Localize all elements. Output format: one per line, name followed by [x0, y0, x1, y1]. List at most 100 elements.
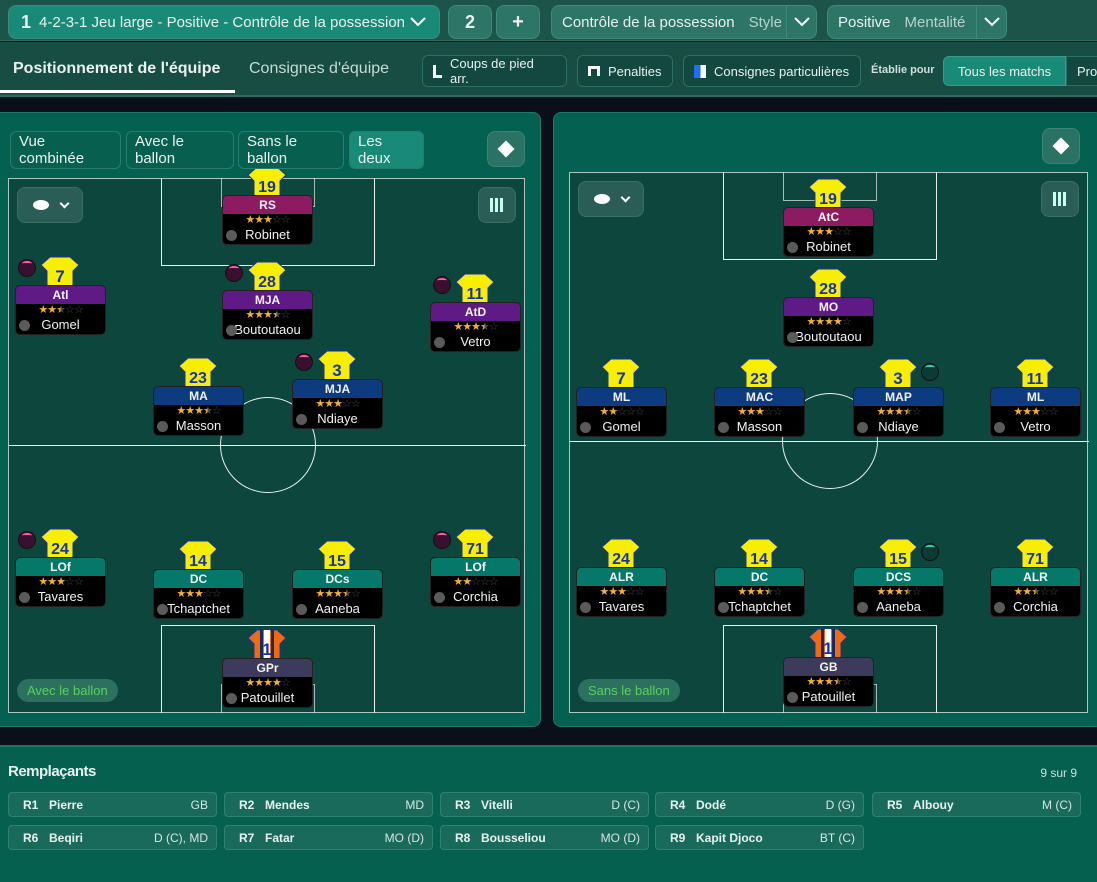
star-icon: ★	[333, 398, 343, 410]
player-instruction-icon[interactable]	[433, 531, 451, 549]
mentality-label: Mentalité	[904, 13, 966, 31]
player-card[interactable]: ML ★★☆☆☆ Gomel	[576, 387, 667, 437]
player-name: Aaneba	[315, 601, 360, 616]
player-instruction-icon[interactable]	[433, 276, 451, 294]
penalties-button[interactable]: Penalties	[577, 55, 673, 87]
star-icon: ☆	[341, 398, 352, 410]
player-instructions-icon	[694, 64, 706, 78]
player-card[interactable]: DCS ★★★★☆ Aaneba	[853, 567, 944, 617]
player-name: Boutoutaou	[795, 329, 862, 344]
star-icon: ★	[763, 586, 774, 598]
star-icon: ★	[38, 576, 48, 588]
player-instruction-icon[interactable]	[225, 264, 243, 282]
tactic-slot-2-button[interactable]: 2	[448, 5, 492, 39]
player-role: MO	[784, 298, 873, 316]
phase-label[interactable]: Avec le ballon	[17, 679, 118, 702]
tab-team-instructions[interactable]: Consignes d'équipe	[249, 60, 390, 77]
tab-team-positioning[interactable]: Positionnement de l'équipe	[13, 60, 221, 77]
player-card[interactable]: Atl ★★★☆☆ Gomel	[15, 285, 106, 335]
player-name: Tavares	[37, 589, 84, 604]
eye-icon	[593, 194, 610, 204]
shirt-number: 3	[893, 369, 902, 388]
substitute-card[interactable]: R5 Albouy M (C)	[872, 792, 1081, 817]
player-avatar-icon	[157, 604, 168, 615]
player-card[interactable]: MJA ★★★★☆ Boutoutaou	[222, 290, 313, 340]
all-matches-toggle[interactable]: Tous les matchs	[943, 56, 1066, 86]
player-card[interactable]: MO ★★★★☆ Boutoutaou	[783, 297, 874, 347]
view-tab-2[interactable]: Sans le ballon	[238, 131, 344, 169]
substitute-card[interactable]: R4 Dodé D (G)	[655, 792, 864, 817]
mentality-dropdown[interactable]: Positive Mentalité	[827, 5, 1007, 39]
shirt-icon: 71	[1015, 537, 1055, 574]
substitute-card[interactable]: R7 Fatar MO (D)	[224, 825, 433, 850]
tactic-slot-number: 1	[21, 11, 32, 32]
player-role: MAC	[715, 388, 804, 406]
star-icon: ★	[876, 586, 886, 598]
shirt-number: 11	[1027, 371, 1044, 388]
chevron-down-icon	[620, 192, 630, 202]
substitute-position: D (G)	[825, 797, 855, 812]
player-card[interactable]: ALR ★★★☆☆ Corchia	[990, 567, 1081, 617]
player-card[interactable]: MAC ★★★☆☆ Masson	[714, 387, 805, 437]
player-instruction-icon[interactable]	[295, 353, 313, 371]
tactic-dropdown[interactable]: 1 4-2-3-1 Jeu large - Positive - Contrôl…	[8, 5, 440, 39]
set-pieces-button[interactable]: Coups de pied arr.	[422, 55, 567, 87]
phase-label: Sans le ballon	[578, 679, 680, 702]
pro-toggle[interactable]: Pro	[1066, 56, 1097, 86]
player-card[interactable]: ML ★★★☆☆ Vetro	[990, 387, 1081, 437]
substitute-name: Vitelli	[481, 797, 513, 812]
player-card[interactable]: MA ★★★★☆ Masson	[153, 386, 244, 436]
grid-view-button[interactable]	[1041, 181, 1079, 217]
player-card[interactable]: LOf ★★☆☆☆ Corchia	[430, 557, 521, 607]
player-role: LOf	[431, 558, 520, 576]
player-card[interactable]: DC ★★★★☆ Tchaptchet	[714, 567, 805, 617]
shirt-icon: 23	[178, 356, 218, 393]
substitute-card[interactable]: R6 Beqiri D (C), MD	[8, 825, 217, 850]
player-card[interactable]: AtD ★★★★☆ Vetro	[430, 302, 521, 352]
player-card[interactable]: MAP ★★★★☆ Ndiaye	[853, 387, 944, 437]
player-card[interactable]: GPr ★★★★☆ Patouillet	[222, 658, 313, 708]
star-icon: ★	[202, 405, 213, 417]
view-tab-0[interactable]: Vue combinée	[10, 131, 121, 169]
player-role: AtD	[431, 303, 520, 321]
substitute-card[interactable]: R3 Vitelli D (C)	[440, 792, 649, 817]
substitute-card[interactable]: R8 Bousseliou MO (D)	[440, 825, 649, 850]
add-tactic-button[interactable]: +	[496, 5, 540, 39]
player-card[interactable]: DC ★★★☆☆ Tchaptchet	[153, 569, 244, 619]
view-tab-1[interactable]: Avec le ballon	[126, 131, 234, 169]
star-icon: ★	[1031, 586, 1041, 598]
player-instruction-icon[interactable]	[921, 543, 939, 561]
player-avatar-icon	[226, 693, 237, 704]
star-icon: ★	[176, 405, 186, 417]
substitute-card[interactable]: R9 Kapit Djoco BT (C)	[655, 825, 864, 850]
player-card[interactable]: ALR ★★★☆☆ Tavares	[576, 567, 667, 617]
player-card[interactable]: LOf ★★★☆☆ Tavares	[15, 557, 106, 607]
player-instructions-button[interactable]: Consignes particulières	[683, 55, 861, 87]
formation-swap-button[interactable]	[1042, 128, 1080, 164]
grid-view-button[interactable]	[478, 187, 516, 223]
star-icon: ★	[1022, 586, 1032, 598]
player-name: Corchia	[1013, 599, 1058, 614]
shirt-number: 24	[612, 551, 630, 568]
formation-swap-button[interactable]	[487, 131, 525, 167]
mentality-value: Positive	[838, 13, 891, 31]
player-instruction-icon[interactable]	[921, 363, 939, 381]
player-instruction-icon[interactable]	[18, 259, 36, 277]
view-tab-3[interactable]: Les deux	[349, 131, 424, 169]
substitute-card[interactable]: R2 Mendes MD	[224, 792, 433, 817]
player-instruction-icon[interactable]	[18, 531, 36, 549]
visibility-dropdown[interactable]	[578, 181, 644, 217]
top-penalty-box	[722, 172, 937, 261]
style-dropdown[interactable]: Contrôle de la possession Style	[551, 5, 817, 39]
player-card[interactable]: GB ★★★★☆ Patouillet	[783, 657, 874, 707]
player-card[interactable]: RS ★★★☆☆ Robinet	[222, 195, 313, 245]
player-card[interactable]: MJA ★★★☆☆ Ndiaye	[292, 379, 383, 429]
star-icon: ☆	[617, 406, 627, 418]
star-icon: ★	[755, 586, 765, 598]
star-icon: ★	[832, 316, 843, 328]
substitute-card[interactable]: R1 Pierre GB	[8, 792, 217, 817]
visibility-dropdown[interactable]	[17, 187, 83, 223]
player-card[interactable]: AtC ★★★☆☆ Robinet	[783, 207, 874, 257]
player-card[interactable]: DCs ★★★★☆ Aaneba	[292, 569, 383, 619]
player-avatar-icon	[787, 332, 798, 343]
